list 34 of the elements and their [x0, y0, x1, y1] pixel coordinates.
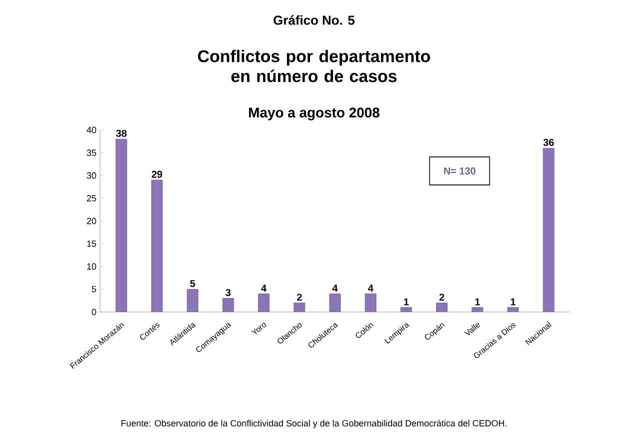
bar — [151, 180, 163, 312]
bar — [222, 298, 234, 312]
y-tick-label: 30 — [86, 172, 96, 179]
y-tick-label: 15 — [87, 240, 96, 247]
y-tick-label: 0 — [92, 308, 96, 316]
bar — [116, 138, 128, 312]
y-tick-label: 40 — [86, 126, 96, 134]
data-label: 36 — [543, 138, 554, 146]
data-label: 38 — [116, 130, 127, 137]
bar — [258, 294, 270, 312]
data-label: 5 — [190, 280, 196, 288]
data-label: 4 — [332, 284, 338, 292]
text: Gráfico No. 5 — [274, 15, 355, 25]
bar — [186, 289, 198, 312]
data-label: 1 — [475, 298, 480, 306]
data-label: 2 — [439, 294, 444, 301]
data-label: 1 — [404, 298, 409, 306]
data-label: 1 — [510, 298, 516, 306]
y-tick-label: 5 — [92, 286, 96, 292]
data-label: 3 — [226, 289, 231, 296]
bar — [542, 148, 554, 312]
y-tick-label: 25 — [86, 195, 96, 202]
data-label: 29 — [152, 170, 162, 178]
data-label: 4 — [261, 284, 267, 292]
data-label: 2 — [296, 294, 302, 301]
chart-subtitle: Mayo a agosto 2008 — [249, 108, 380, 120]
y-tick-label: 35 — [86, 150, 96, 156]
source-note: Fuente: Observatorio de la Conflictividad Social y de la Gobernabilidad Democrática del CEDOH. — [121, 420, 506, 428]
y-tick-label: 10 — [87, 263, 96, 270]
data-label: 4 — [368, 284, 374, 292]
bar — [364, 294, 376, 312]
annotation: N= 130 — [444, 167, 476, 174]
y-tick-label: 20 — [86, 218, 96, 224]
chart-title: Conflictos por departamento en número de casos — [198, 50, 430, 82]
